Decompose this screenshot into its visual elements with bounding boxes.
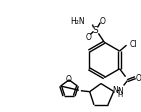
Text: S: S [92, 26, 98, 35]
Text: N: N [117, 86, 123, 95]
Text: H₂N: H₂N [70, 17, 85, 26]
Text: O: O [86, 32, 92, 41]
Text: O: O [66, 74, 72, 83]
Text: O: O [135, 73, 141, 82]
Text: H: H [117, 92, 122, 97]
Text: N: N [112, 85, 118, 94]
Text: O: O [99, 17, 105, 26]
Text: Cl: Cl [129, 39, 137, 48]
